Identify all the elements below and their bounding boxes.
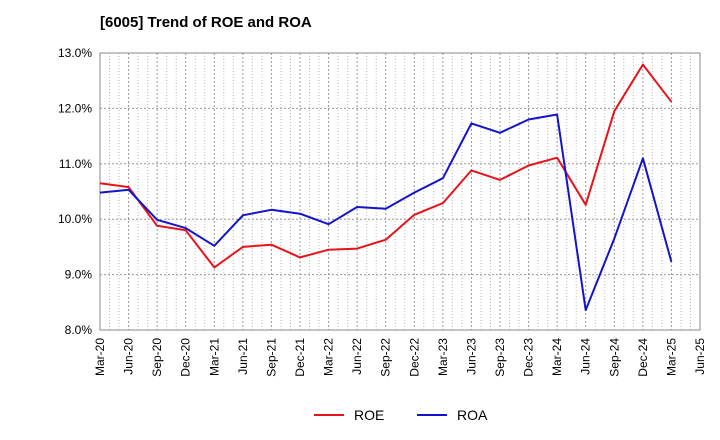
x-tick-label: Jun-20 [122, 338, 136, 375]
x-tick-label: Jun-23 [464, 338, 478, 375]
x-tick-label: Dec-22 [407, 338, 421, 377]
x-tick-label: Mar-20 [93, 338, 107, 376]
chart-title: [6005] Trend of ROE and ROA [100, 14, 312, 31]
x-tick-label: Sep-22 [379, 338, 393, 377]
legend-label-roa: ROA [457, 407, 488, 423]
y-tick-label: 13.0% [58, 46, 92, 60]
x-axis: Mar-20 Jun-20 Sep-20 Dec-20 Mar-21 Jun-21 Sep-… [93, 338, 707, 377]
x-tick-label: Sep-23 [493, 338, 507, 377]
x-tick-label: Mar-25 [664, 338, 678, 376]
y-tick-label: 9.0% [65, 268, 93, 282]
x-tick-label: Jun-24 [579, 338, 593, 375]
series-line-roe [99, 63, 673, 269]
series-line-roa [99, 113, 673, 312]
x-tick-label: Dec-21 [293, 338, 307, 377]
grid [99, 52, 701, 331]
x-tick-label: Dec-23 [522, 338, 536, 377]
legend: ROE ROA [314, 407, 488, 423]
x-tick-label: Dec-24 [636, 338, 650, 377]
plot-frame [99, 52, 701, 331]
y-tick-label: 8.0% [65, 323, 93, 337]
x-tick-label: Mar-21 [207, 338, 221, 376]
x-tick-label: Sep-21 [264, 338, 278, 377]
x-tick-label: Jun-25 [693, 338, 707, 375]
x-tick-label: Sep-24 [607, 338, 621, 377]
y-tick-label: 12.0% [58, 101, 92, 115]
x-tick-label: Mar-22 [322, 338, 336, 376]
x-tick-label: Jun-21 [236, 338, 250, 375]
x-tick-label: Sep-20 [150, 338, 164, 377]
x-tick-label: Dec-20 [179, 338, 193, 377]
y-tick-label: 10.0% [58, 212, 92, 226]
x-tick-label: Mar-24 [550, 338, 564, 376]
series-lines [99, 63, 673, 312]
x-tick-label: Jun-22 [350, 338, 364, 375]
y-tick-label: 11.0% [59, 157, 92, 171]
y-axis: 8.0% 9.0% 10.0% 11.0% 12.0% 13.0% [58, 46, 92, 337]
legend-label-roe: ROE [354, 407, 384, 423]
x-tick-label: Mar-23 [436, 338, 450, 376]
